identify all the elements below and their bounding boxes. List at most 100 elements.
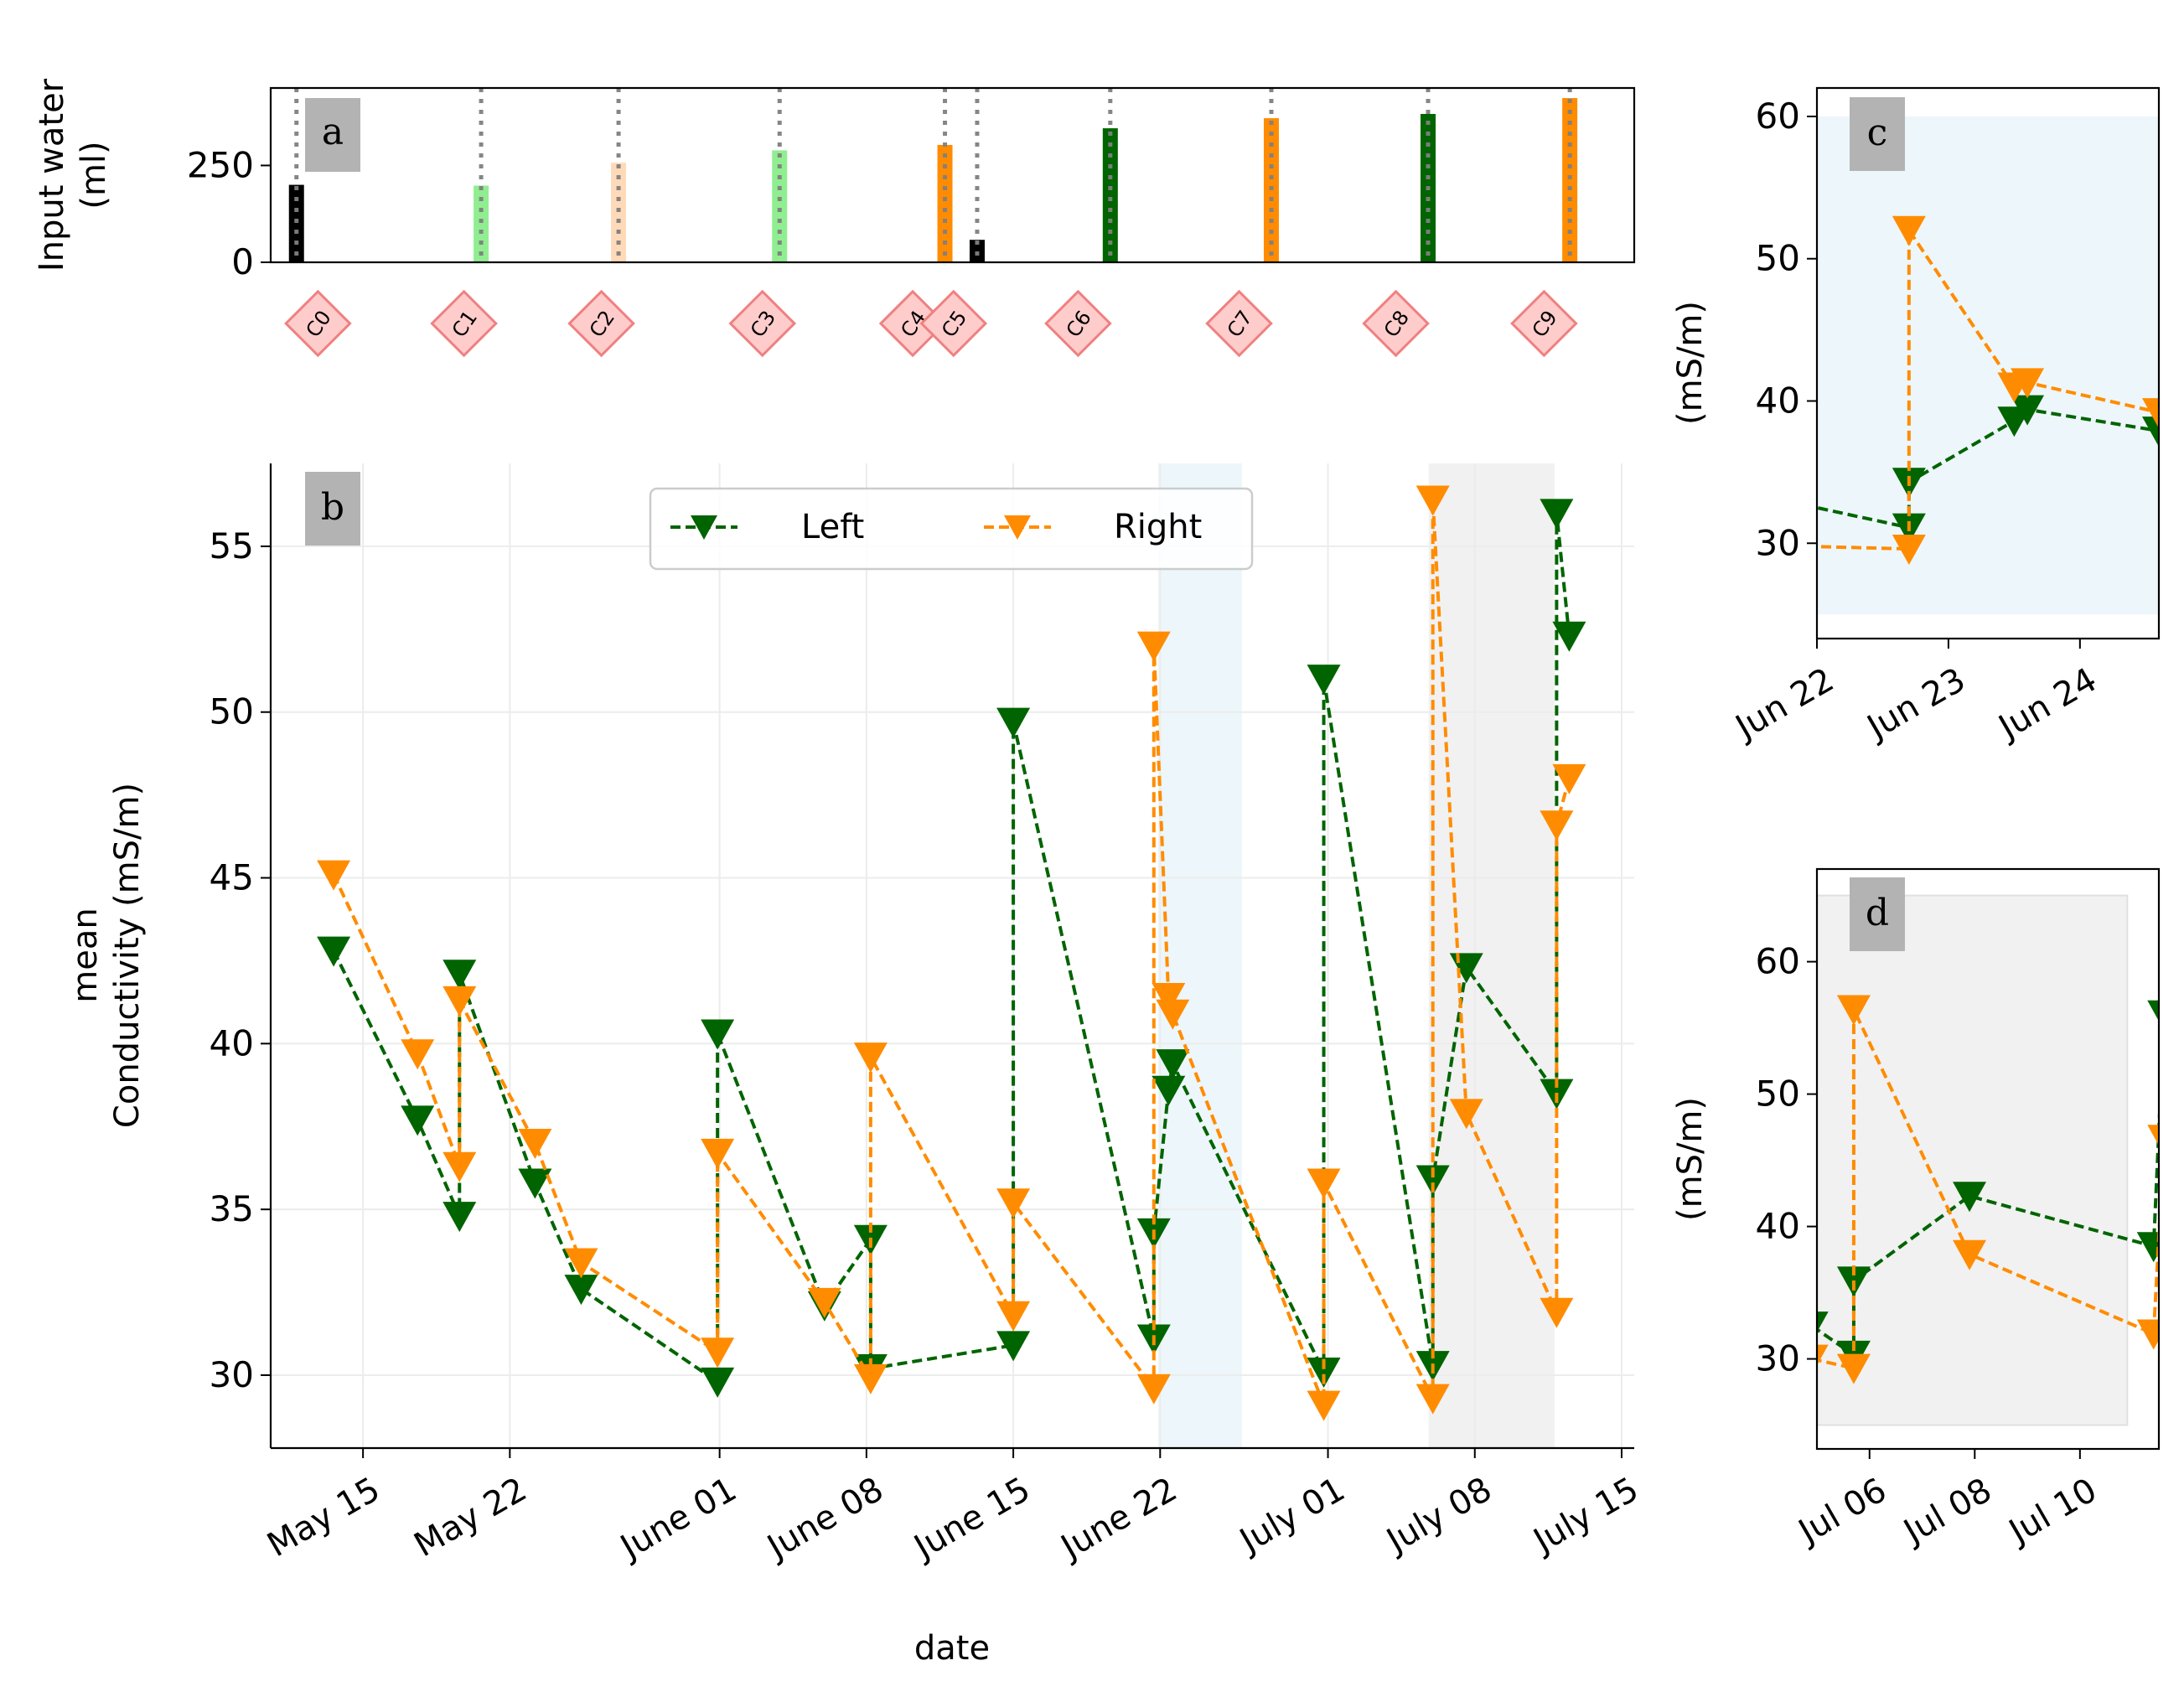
panel-c-xtick-label-Jun 24: Jun 24 <box>1990 660 2104 748</box>
panel-b-xtick-label-June 15: June 15 <box>906 1470 1037 1568</box>
panel-a-bar-3 <box>772 150 788 262</box>
legend-left-label: Left <box>801 508 864 546</box>
panel-b-series-left-point-11 <box>996 1331 1031 1362</box>
panel-b-series-right-point-11 <box>996 1301 1031 1332</box>
event-marker-C6 <box>1044 289 1112 358</box>
panel-c-ytick-label-50: 50 <box>1756 238 1800 279</box>
panel-d-xtick-label-Jul 08: Jul 08 <box>1896 1471 1998 1552</box>
panel-b-series-left-point-23 <box>1540 499 1574 530</box>
panel-c-ytick-label-40: 40 <box>1756 380 1800 421</box>
panel-c-label: c <box>1867 111 1888 154</box>
panel-b-series-right-point-14 <box>1136 631 1171 662</box>
panel-b-series-right-point-20 <box>1415 485 1450 516</box>
panel-d-series-right-point-0 <box>1817 1344 1829 1366</box>
event-marker-C5 <box>919 289 988 358</box>
event-marker-C1 <box>430 289 498 358</box>
panel-d-series-left-point-0 <box>1817 1311 1829 1332</box>
legend: Left Right <box>649 487 1254 571</box>
panel-b-series-right-point-5 <box>564 1248 598 1279</box>
panel-b-ytick-label-35: 35 <box>210 1188 254 1229</box>
panel-b-series-right-point-0 <box>317 860 351 891</box>
panel-d-ytick-label-50: 50 <box>1756 1073 1800 1115</box>
panel-d-label-box <box>1850 877 1905 951</box>
legend-right-label: Right <box>1114 508 1202 546</box>
panel-b-series-left-point-24 <box>1552 621 1586 652</box>
panel-d-series-left-line <box>1817 1093 2159 1358</box>
panel-b-series-left-point-12 <box>996 707 1031 738</box>
panel-b-series-right-point-12 <box>996 1188 1031 1219</box>
panel-d-ytick-label-30: 30 <box>1756 1338 1800 1379</box>
panel-c-series-left-point-4 <box>2011 395 2045 426</box>
event-marker-C2 <box>567 289 635 358</box>
panel-c-label-box <box>1850 97 1905 171</box>
event-marker-C3 <box>728 289 797 358</box>
panel-b-series-right-point-7 <box>701 1138 735 1169</box>
panel-d-xtick-label-Jul 10: Jul 10 <box>2000 1471 2103 1552</box>
panel-b-series-right-point-22 <box>1540 1297 1574 1328</box>
panel-b-series-left-point-4 <box>518 1168 552 1199</box>
panel-c-ylabel: (mS/m) <box>1671 301 1710 425</box>
panel-b-series-right-point-18 <box>1307 1168 1341 1199</box>
panel-c-zoom-june: 30 40 50 60 Jun 22 Jun 23 Jun 24 c (mS/m) <box>1669 86 2161 748</box>
panel-b-series-right-point-3 <box>442 986 477 1017</box>
event-marker-C9 <box>1510 289 1578 358</box>
panel-b-series-right-point-9 <box>853 1363 888 1394</box>
panel-c-series-right-line <box>1817 225 2159 551</box>
panel-b-series-right-line <box>332 499 1571 1406</box>
panel-b-ytick-label-40: 40 <box>210 1022 254 1063</box>
panel-a-ytick-label-250: 250 <box>187 144 254 185</box>
panel-d-ytick-label-40: 40 <box>1756 1206 1800 1247</box>
panel-d-series-right-point-5 <box>2147 1125 2159 1146</box>
panel-b-xtick-label-July 08: July 08 <box>1379 1470 1498 1561</box>
panel-b-series-left-point-7 <box>701 1019 735 1050</box>
panel-d-xtick-label-Jul 06: Jul 06 <box>1790 1471 1892 1552</box>
panel-d-series-left-point-5 <box>2147 1000 2159 1022</box>
panel-b-xlabel: date <box>914 1629 990 1668</box>
panel-b-xtick-label-June 08: June 08 <box>759 1470 890 1568</box>
panel-c-series-left-line <box>1817 407 2159 530</box>
panel-c-series-right-point-4 <box>2011 368 2045 399</box>
panel-c-series-left-point-5 <box>2142 416 2159 447</box>
panel-d-ylabel: (mS/m) <box>1671 1097 1710 1221</box>
panel-d-ytick-label-60: 60 <box>1756 941 1800 982</box>
panel-b-ylabel-line2: Conductivity (mS/m) <box>108 783 147 1128</box>
panel-c-series-right-point-0 <box>1669 529 1702 559</box>
panel-a-label-box <box>305 98 360 172</box>
panel-c-xtick-label-Jun 23: Jun 23 <box>1859 660 1972 748</box>
panel-b-series-left-point-16 <box>1156 1049 1190 1080</box>
panel-b-ytick-label-50: 50 <box>210 691 254 732</box>
panel-a-ylabel-line2: (ml) <box>75 141 113 209</box>
panel-b-series-left-point-18 <box>1307 665 1341 696</box>
event-marker-C4 <box>878 289 947 358</box>
panel-d-zoom-july: 30 40 50 60 Jul 06 Jul 08 Jul 10 d (mS/m) <box>1671 867 2161 1553</box>
panel-d-frame <box>1815 867 2161 1451</box>
panel-c-shade <box>1817 116 2159 615</box>
panel-b-ylabel-line1: mean <box>66 908 105 1002</box>
panel-b-xtick-label-July 15: July 15 <box>1525 1470 1645 1561</box>
legend-right-marker <box>1004 515 1031 540</box>
panel-b-series-left-point-1 <box>401 1105 435 1136</box>
panel-b-series-right-point-23 <box>1540 810 1574 841</box>
panel-c-ytick-label-60: 60 <box>1756 96 1800 137</box>
event-marker-C7 <box>1205 289 1273 358</box>
panel-b-ytick-label-45: 45 <box>210 857 254 898</box>
panel-b-label-box <box>305 472 360 546</box>
panel-b-series-right-point-6 <box>701 1337 735 1368</box>
panel-b-series-left-point-5 <box>564 1275 598 1306</box>
panel-a-bar-1 <box>474 185 489 262</box>
panel-d-series-right-point-2 <box>1836 995 1871 1026</box>
legend-left-marker <box>691 515 717 540</box>
panel-c-series-right-point-1 <box>1892 535 1926 566</box>
panel-d-series-left-point-4 <box>2136 1232 2159 1263</box>
panel-b-series-right-point-16 <box>1156 999 1190 1030</box>
panel-b-series-right-point-21 <box>1449 1099 1483 1130</box>
panel-a-bar-9 <box>1562 98 1578 262</box>
panel-d-series-left-point-3 <box>1953 1182 1987 1213</box>
panel-a-bar-2 <box>611 163 627 262</box>
panel-d-series-right-point-4 <box>2136 1319 2159 1350</box>
event-marker-C8 <box>1362 289 1430 358</box>
panel-b-series-left-point-0 <box>317 936 351 967</box>
panel-b-xtick-label-June 22: June 22 <box>1053 1470 1183 1568</box>
panel-b-series-right-point-19 <box>1415 1384 1450 1415</box>
